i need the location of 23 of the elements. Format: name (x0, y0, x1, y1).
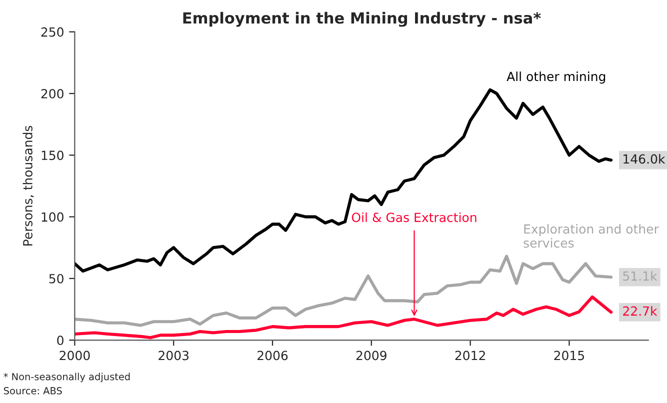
y-tick-label: 250 (41, 27, 64, 37)
series-label: All other mining (506, 72, 606, 84)
source-note: Source: ABS (4, 387, 62, 394)
line-series (74, 254, 613, 327)
y-tick-label: 150 (42, 150, 64, 160)
chart-title: Employment in the Mining Industry - nsa* (183, 12, 541, 27)
series-label: Exploration and other services (524, 224, 659, 248)
data-label: 22.7k (623, 306, 658, 316)
data-label: 146.0k (624, 154, 666, 164)
y-tick-label: 0 (57, 336, 64, 346)
x-tick-label: 2009 (356, 350, 386, 360)
x-tick-label: 2003 (158, 350, 189, 360)
y-tick-label: 100 (42, 212, 64, 222)
y-axis-title: Persons, thousands (22, 126, 34, 246)
annotation: Oil & Gas Extraction (352, 212, 476, 222)
x-tick-label: 2000 (60, 350, 90, 360)
x-tick-label: 2015 (554, 350, 584, 360)
text: * Non-seasonally adjusted (4, 372, 130, 382)
y-tick-label: 50 (49, 274, 64, 284)
y-tick-label: 200 (41, 88, 64, 98)
x-tick-label: 2006 (258, 350, 288, 360)
line-series (74, 295, 613, 340)
x-tick-label: 2012 (455, 350, 485, 360)
